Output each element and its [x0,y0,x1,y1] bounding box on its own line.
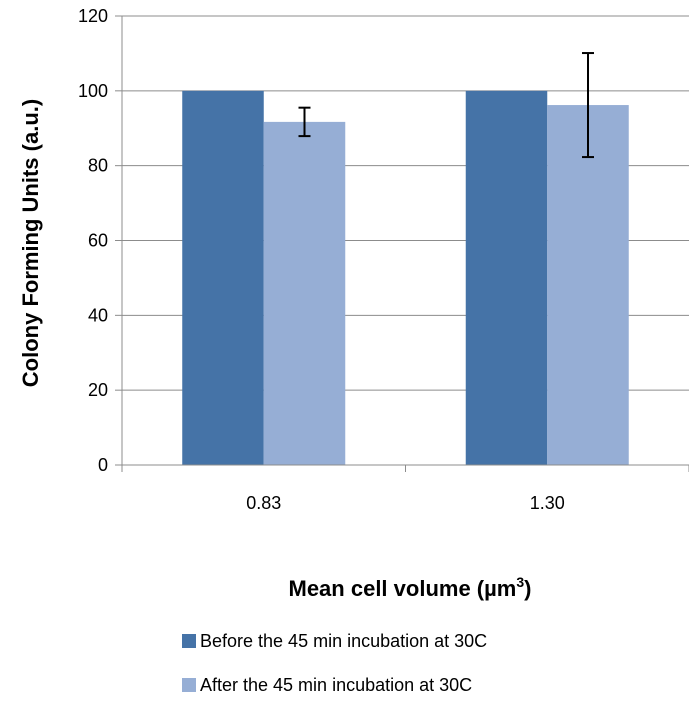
bar-before-0 [182,90,264,465]
axes [115,15,689,472]
y-tick-label: 100 [78,81,108,101]
legend-item-before: Before the 45 min incubation at 30C [182,630,487,652]
y-axis-title: Colony Forming Units (a.u.) [18,99,43,387]
legend-swatch-before [182,634,196,648]
x-axis-title: Mean cell volume (µm3) [289,574,532,601]
y-tick-label: 60 [88,231,108,251]
legend-item-after: After the 45 min incubation at 30C [182,674,487,696]
y-tick-label: 20 [88,380,108,400]
legend-label-after: After the 45 min incubation at 30C [200,675,473,695]
error-bars [298,52,595,159]
y-tick-label: 0 [98,455,108,475]
y-tick-label: 120 [78,6,108,26]
legend-swatch-after [182,678,196,692]
y-tick-label: 40 [88,305,108,325]
x-tick-labels: 0.83 1.30 [246,493,565,513]
bar-before-1 [465,90,548,465]
legend-label-before: Before the 45 min incubation at 30C [200,631,488,651]
bars [182,90,629,466]
y-tick-labels: 0 20 40 60 80 100 120 [78,6,108,475]
bar-after-1 [547,105,629,465]
bar-after-0 [263,121,346,466]
y-tick-label: 80 [88,156,108,176]
bar-chart: 0 20 40 60 80 100 120 0.83 1.30 Colony Forming … [18,6,689,601]
x-tick-label: 1.30 [530,493,565,513]
legend: Before the 45 min incubation at 30C Afte… [182,630,487,718]
x-tick-label: 0.83 [246,493,281,513]
